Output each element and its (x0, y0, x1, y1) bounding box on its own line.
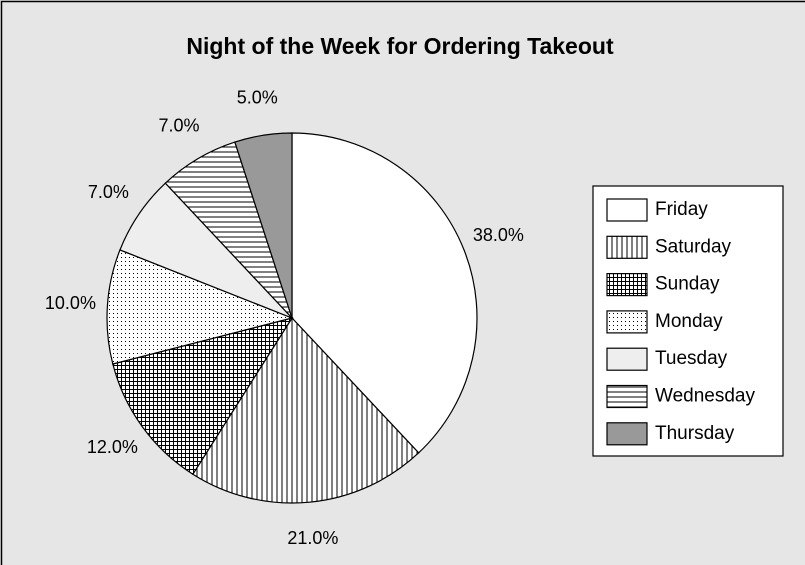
legend-label: Friday (655, 199, 708, 220)
slice (192, 317, 420, 504)
chart-title: Night of the Week for Ordering Takeout (186, 33, 614, 59)
legend-label: Sunday (655, 274, 720, 295)
legend-label: Monday (655, 311, 723, 332)
legend-swatch (606, 384, 648, 409)
data-label: 21.0% (287, 528, 338, 548)
legend-swatch (606, 273, 648, 297)
legend-swatch (606, 422, 648, 446)
data-label: 38.0% (473, 225, 524, 245)
data-label: 12.0% (87, 437, 138, 457)
legend-swatch (606, 310, 648, 334)
slice (234, 132, 293, 319)
legend-label: Thursday (655, 423, 735, 444)
legend-label: Tuesday (655, 348, 728, 369)
slice (291, 132, 478, 454)
data-label: 5.0% (237, 87, 278, 107)
legend-swatch (606, 347, 648, 371)
data-label: 10.0% (45, 293, 96, 313)
legend-swatch (606, 198, 648, 222)
data-label: 7.0% (158, 116, 199, 136)
legend-swatch (606, 235, 648, 259)
slice (112, 317, 294, 476)
legend-label: Wednesday (655, 386, 755, 407)
legend-label: Saturday (655, 236, 732, 257)
slice (106, 249, 294, 365)
data-label: 7.0% (88, 182, 129, 202)
